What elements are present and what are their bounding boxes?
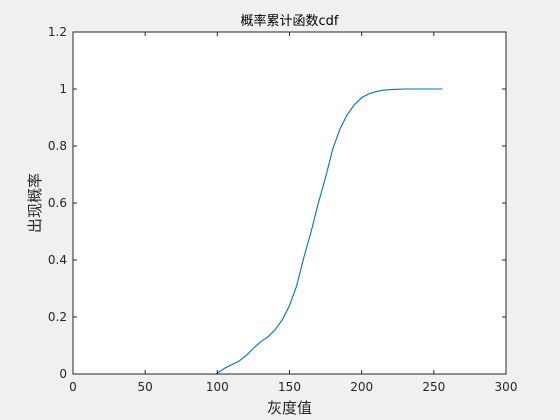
cdf-series-line [73,88,443,375]
y-tick-label: 1 [59,82,67,96]
y-tick-label: 0.4 [48,253,67,267]
y-tick-label: 0 [59,367,67,381]
ticks-layer: 0 50 100 150 200 250 300 0 0.2 0.4 0.6 0.8 1 1.2 [48,25,518,394]
x-tick-label: 200 [350,380,373,394]
x-tick-label: 150 [278,380,301,394]
y-tick-label: 1.2 [48,25,67,39]
x-tick-label: 50 [138,380,153,394]
x-axis-title: 灰度值 [267,399,312,417]
x-tick-label: 300 [495,380,518,394]
x-tick-label: 100 [206,380,229,394]
y-tick-label: 0.2 [48,310,67,324]
x-tick-label: 0 [69,380,77,394]
x-tick-label: 250 [422,380,445,394]
series-layer [73,88,443,375]
chart-title: 概率累计函数cdf [241,13,339,29]
y-axis-title: 出现概率 [26,173,44,233]
plot-background [73,32,506,374]
y-tick-label: 0.6 [48,196,67,210]
y-tick-label: 0.8 [48,139,67,153]
